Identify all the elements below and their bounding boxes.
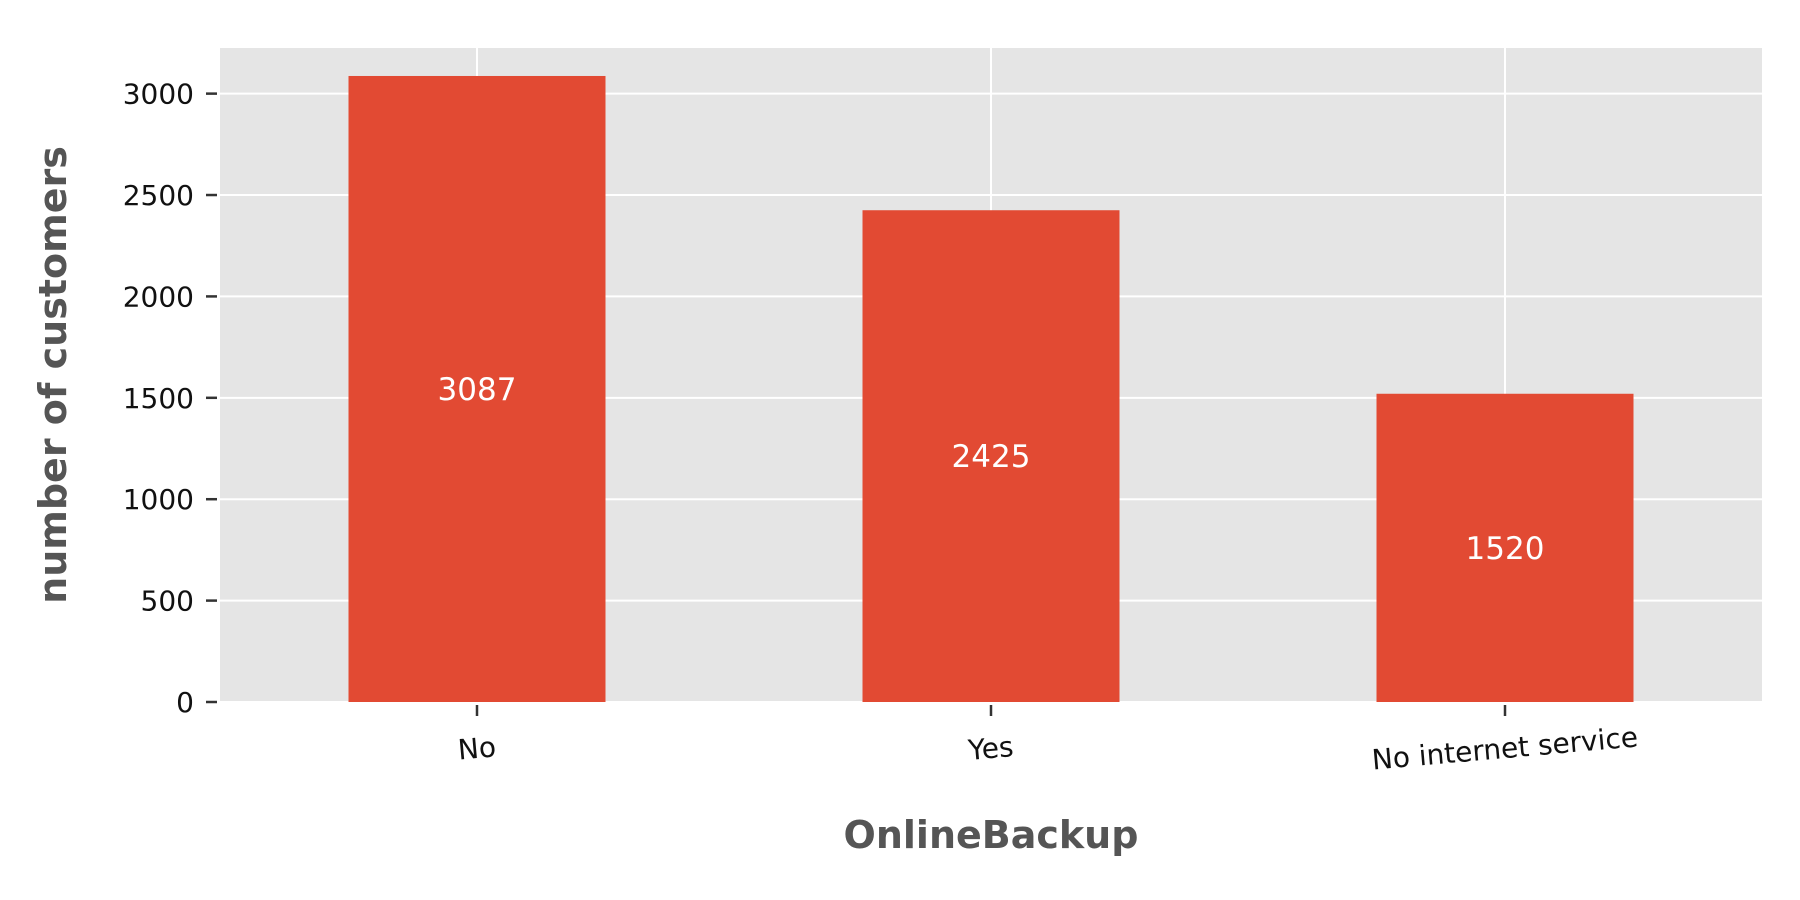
y-tick-label: 2500 (123, 179, 194, 212)
x-tick-label: Yes (966, 730, 1015, 767)
bar-yes (862, 210, 1120, 703)
x-axis-label: OnlineBackup (844, 813, 1139, 857)
y-axis-ticks: 0 500 1000 1500 2000 2500 3000 (123, 78, 217, 719)
bar-value-labels: 3087 2425 1520 (438, 372, 1545, 567)
x-tick-label: No internet service (1371, 720, 1640, 776)
bar-value-label: 3087 (438, 372, 517, 408)
bar-no (348, 75, 606, 703)
x-tick-label: No (456, 730, 497, 766)
x-axis-ticks: No Yes No internet service (456, 705, 1639, 777)
y-tick-label: 1000 (123, 483, 194, 516)
y-tick-label: 0 (176, 686, 194, 719)
bars (348, 75, 1634, 703)
bar-value-label: 2425 (952, 439, 1031, 475)
y-tick-label: 3000 (123, 78, 194, 111)
bar-no-internet-service (1376, 393, 1634, 702)
bar-value-label: 1520 (1466, 531, 1545, 567)
y-tick-label: 500 (141, 585, 194, 618)
y-axis-label: number of customers (31, 146, 75, 604)
y-tick-label: 1500 (123, 382, 194, 415)
y-tick-label: 2000 (123, 280, 194, 313)
